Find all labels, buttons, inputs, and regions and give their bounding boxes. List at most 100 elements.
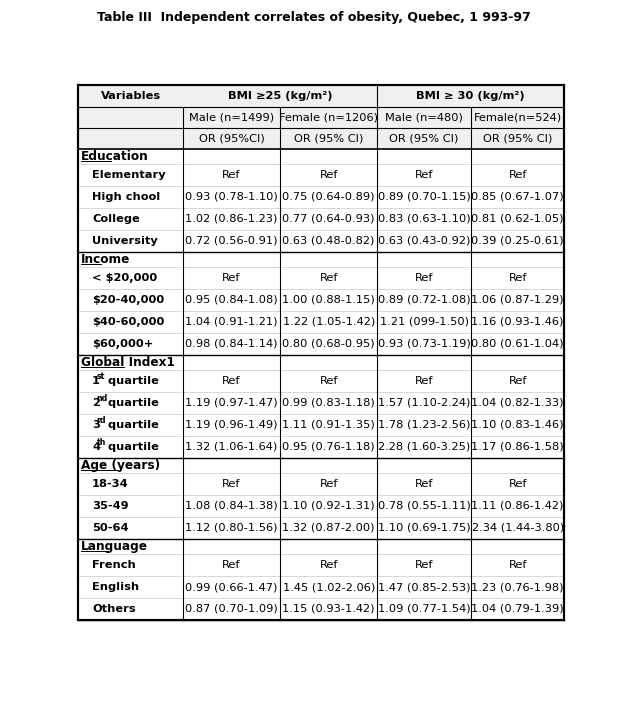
Text: 35-49: 35-49 [92, 501, 129, 511]
Text: Variables: Variables [100, 91, 161, 101]
Text: OR (95% CI): OR (95% CI) [294, 133, 363, 143]
Text: 0.80 (0.61-1.04): 0.80 (0.61-1.04) [472, 339, 564, 349]
Text: 0.87 (0.70-1.09): 0.87 (0.70-1.09) [185, 604, 278, 614]
Text: Ref: Ref [319, 560, 338, 570]
Text: 18-34: 18-34 [92, 479, 129, 489]
Text: 1.32 (1.06-1.64): 1.32 (1.06-1.64) [186, 442, 278, 452]
Text: Female (n=1206): Female (n=1206) [279, 112, 378, 122]
Text: 1.16 (0.93-1.46): 1.16 (0.93-1.46) [472, 317, 564, 327]
Text: 0.93 (0.73-1.19): 0.93 (0.73-1.19) [377, 339, 470, 349]
Text: 2: 2 [92, 398, 100, 408]
Text: 0.72 (0.56-0.91): 0.72 (0.56-0.91) [185, 236, 278, 246]
Text: 1.78 (1.23-2.56): 1.78 (1.23-2.56) [378, 420, 470, 430]
Text: 1.19 (0.96-1.49): 1.19 (0.96-1.49) [185, 420, 278, 430]
Text: 1: 1 [92, 376, 100, 386]
Text: 0.99 (0.83-1.18): 0.99 (0.83-1.18) [282, 398, 375, 408]
Text: Table III  Independent correlates of obesity, Quebec, 1 993-97: Table III Independent correlates of obes… [97, 11, 530, 23]
Bar [78, 107, 564, 127]
Text: 1.09 (0.77-1.54): 1.09 (0.77-1.54) [378, 604, 470, 614]
Text: 1.45 (1.02-2.06): 1.45 (1.02-2.06) [283, 582, 375, 592]
Text: 0.95 (0.76-1.18): 0.95 (0.76-1.18) [282, 442, 375, 452]
Text: French: French [92, 560, 135, 570]
Text: 0.85 (0.67-1.07): 0.85 (0.67-1.07) [472, 192, 564, 202]
Text: 1.22 (1.05-1.42): 1.22 (1.05-1.42) [283, 317, 375, 327]
Text: Ref: Ref [222, 170, 241, 180]
Text: $60,000+: $60,000+ [92, 339, 154, 349]
Text: quartile: quartile [103, 398, 159, 408]
Text: 1.12 (0.80-1.56): 1.12 (0.80-1.56) [185, 523, 278, 533]
Text: 1.10 (0.69-1.75): 1.10 (0.69-1.75) [378, 523, 470, 533]
Text: 1.11 (0.91-1.35): 1.11 (0.91-1.35) [282, 420, 375, 430]
Text: 1.57 (1.10-2.24): 1.57 (1.10-2.24) [378, 398, 470, 408]
Text: Male (n=1499): Male (n=1499) [189, 112, 274, 122]
Text: English: English [92, 582, 139, 592]
Text: Ref: Ref [222, 376, 241, 386]
Text: Global Index1: Global Index1 [82, 356, 175, 369]
Text: High chool: High chool [92, 192, 161, 202]
Text: quartile: quartile [103, 442, 159, 452]
Text: 0.78 (0.55-1.11): 0.78 (0.55-1.11) [377, 501, 470, 511]
Text: 1.02 (0.86-1.23): 1.02 (0.86-1.23) [185, 214, 278, 224]
Text: 0.98 (0.84-1.14): 0.98 (0.84-1.14) [185, 339, 278, 349]
Text: 1.23 (0.76-1.98): 1.23 (0.76-1.98) [472, 582, 564, 592]
Text: OR (95% CI): OR (95% CI) [483, 133, 552, 143]
Text: Ref: Ref [222, 479, 241, 489]
Text: 1.06 (0.87-1.29): 1.06 (0.87-1.29) [472, 295, 564, 305]
Text: Ref: Ref [319, 170, 338, 180]
Text: 0.95 (0.84-1.08): 0.95 (0.84-1.08) [185, 295, 278, 305]
Text: Ref: Ref [415, 170, 433, 180]
Text: Ref: Ref [319, 479, 338, 489]
Text: 2.34 (1.44-3.80): 2.34 (1.44-3.80) [472, 523, 564, 533]
Text: Others: Others [92, 604, 135, 614]
Text: 1.04 (0.91-1.21): 1.04 (0.91-1.21) [185, 317, 278, 327]
Text: 1.21 (099-1.50): 1.21 (099-1.50) [379, 317, 468, 327]
Text: 0.39 (0.25-0.61): 0.39 (0.25-0.61) [472, 236, 564, 246]
Text: nd: nd [97, 394, 108, 403]
Text: 0.63 (0.43-0.92): 0.63 (0.43-0.92) [378, 236, 470, 246]
Text: 1.08 (0.84-1.38): 1.08 (0.84-1.38) [185, 501, 278, 511]
Text: College: College [92, 214, 140, 224]
Text: Ref: Ref [508, 560, 527, 570]
Text: University: University [92, 236, 158, 246]
Text: Female(n=524): Female(n=524) [473, 112, 562, 122]
Text: 3: 3 [92, 420, 100, 430]
Text: OR (95% CI): OR (95% CI) [389, 133, 459, 143]
Text: Language: Language [82, 540, 149, 553]
Text: Ref: Ref [508, 170, 527, 180]
Text: quartile: quartile [103, 420, 159, 430]
Text: 0.89 (0.72-1.08): 0.89 (0.72-1.08) [378, 295, 470, 305]
Text: 2.28 (1.60-3.25): 2.28 (1.60-3.25) [378, 442, 470, 452]
Text: $20-40,000: $20-40,000 [92, 295, 164, 305]
Text: Ref: Ref [319, 273, 338, 283]
Text: BMI ≥25 (kg/m²): BMI ≥25 (kg/m²) [228, 91, 332, 101]
Text: 0.89 (0.70-1.15): 0.89 (0.70-1.15) [377, 192, 470, 202]
Text: Male (n=480): Male (n=480) [385, 112, 463, 122]
Text: Ref: Ref [222, 560, 241, 570]
Text: 0.63 (0.48-0.82): 0.63 (0.48-0.82) [282, 236, 375, 246]
Text: 1.10 (0.83-1.46): 1.10 (0.83-1.46) [472, 420, 564, 430]
Text: 50-64: 50-64 [92, 523, 129, 533]
Text: 1.32 (0.87-2.00): 1.32 (0.87-2.00) [282, 523, 375, 533]
Text: 1.00 (0.88-1.15): 1.00 (0.88-1.15) [282, 295, 375, 305]
Text: Elementary: Elementary [92, 170, 166, 180]
Text: 4: 4 [92, 442, 100, 452]
Text: 1.17 (0.86-1.58): 1.17 (0.86-1.58) [472, 442, 564, 452]
Text: 1.10 (0.92-1.31): 1.10 (0.92-1.31) [282, 501, 375, 511]
Text: 0.93 (0.78-1.10): 0.93 (0.78-1.10) [185, 192, 278, 202]
Text: Age (years): Age (years) [82, 459, 161, 472]
Text: Ref: Ref [415, 273, 433, 283]
Text: OR (95%CI): OR (95%CI) [199, 133, 265, 143]
Text: 1.19 (0.97-1.47): 1.19 (0.97-1.47) [185, 398, 278, 408]
Text: BMI ≥ 30 (kg/m²): BMI ≥ 30 (kg/m²) [416, 91, 525, 101]
Text: Education: Education [82, 150, 149, 163]
Text: st: st [97, 372, 105, 381]
Bar [78, 85, 564, 107]
Text: quartile: quartile [103, 376, 159, 386]
Text: 0.99 (0.66-1.47): 0.99 (0.66-1.47) [185, 582, 278, 592]
Text: 0.81 (0.62-1.05): 0.81 (0.62-1.05) [472, 214, 564, 224]
Text: 1.04 (0.79-1.39): 1.04 (0.79-1.39) [472, 604, 564, 614]
Text: $40-60,000: $40-60,000 [92, 317, 164, 327]
Text: Income: Income [82, 253, 130, 266]
Text: 0.75 (0.64-0.89): 0.75 (0.64-0.89) [282, 192, 375, 202]
Text: 0.80 (0.68-0.95): 0.80 (0.68-0.95) [282, 339, 375, 349]
